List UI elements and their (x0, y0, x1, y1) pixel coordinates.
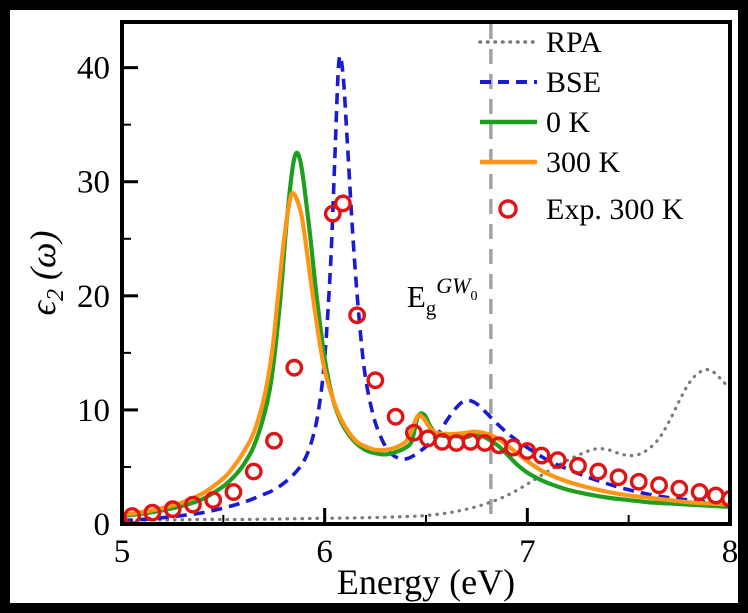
exp-data-point (366, 371, 385, 390)
exp-data-point (143, 503, 162, 522)
exp-data-point (670, 479, 689, 498)
exp-data-point (163, 500, 182, 519)
x-axis-label: Energy (eV) (336, 562, 516, 602)
exp-data-point (224, 483, 243, 501)
legend-item-0-k: 0 K (480, 106, 591, 139)
exp-data-point (334, 194, 352, 213)
y-tick-label: 30 (77, 165, 110, 201)
band-gap-label: EgGW0 (407, 273, 478, 320)
y-axis-label: ϵ2 (ω) (22, 163, 70, 383)
x-tick-label: 5 (114, 534, 131, 570)
legend-item-bse: BSE (480, 66, 601, 99)
exp-data-point (348, 306, 366, 325)
epsilon-symbol: ϵ (23, 300, 63, 316)
y-tick-label: 0 (94, 507, 111, 543)
exp-data-point (244, 462, 263, 481)
exp-data-point (548, 451, 567, 470)
epsilon-subscript: 2 (43, 288, 70, 301)
x-tick-label: 8 (722, 534, 738, 570)
legend-item-rpa: RPA (478, 26, 602, 59)
exp-data-point (569, 456, 587, 475)
exp-data-point (204, 491, 223, 509)
legend-bse-label: BSE (546, 66, 601, 99)
exp-data-point (265, 431, 283, 450)
series-0-k-line (122, 150, 730, 519)
x-tick-label: 7 (519, 534, 536, 570)
series-bse-line (122, 54, 730, 523)
legend-300-k-label: 300 K (546, 146, 621, 179)
y-tick-label: 20 (77, 279, 110, 315)
legend-item-exp-300-k: Exp. 300 K (498, 193, 684, 226)
x-tick-label: 6 (316, 534, 333, 570)
exp-data-point (386, 407, 405, 426)
omega-part: (ω) (23, 230, 63, 280)
y-tick-label: 40 (77, 51, 110, 87)
legend-exp-300-k-marker (498, 199, 518, 219)
exp-data-point (650, 476, 668, 495)
exp-data-point (609, 468, 628, 487)
legend-exp-300-k-label: Exp. 300 K (546, 193, 684, 226)
figure: 5 6 7 8 0 10 20 30 40 EgGW0 RPA BSE 0 K 300 K Exp. 300… (10, 10, 738, 603)
legend-item-300-k: 300 K (480, 146, 621, 179)
exp-data-point (323, 204, 342, 223)
chart-svg: 5 6 7 8 0 10 20 30 40 EgGW0 RPA BSE 0 K 300 K Exp. 300… (77, 20, 738, 570)
legend-rpa-label: RPA (546, 26, 602, 59)
exp-data-point (589, 462, 608, 481)
exp-data-point (184, 495, 202, 514)
exp-data-point (629, 472, 648, 491)
series-group (122, 54, 730, 524)
exp-data-point (690, 483, 709, 501)
exp-data-point (706, 486, 725, 505)
exp-data-point (532, 446, 551, 465)
exp-data-point (404, 423, 423, 442)
legend-0-k-label: 0 K (546, 106, 591, 139)
y-tick-label: 10 (77, 393, 110, 429)
series-300-k-line (122, 190, 730, 517)
exp-data-point (285, 358, 304, 377)
